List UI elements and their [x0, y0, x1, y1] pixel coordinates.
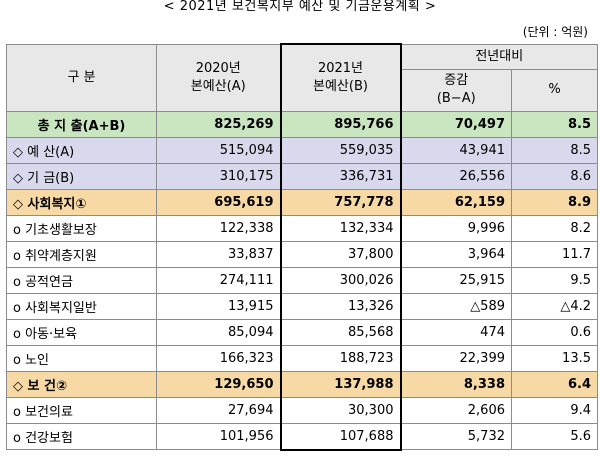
table-row: ◇ 예 산(A) 515,094 559,035 43,941 8.5 — [6, 136, 598, 164]
row-label: o 취약계층지원 — [6, 240, 157, 268]
cell-2021: 13,326 — [279, 292, 402, 320]
cell-2020: 515,094 — [156, 136, 281, 164]
cell-change: 2,606 — [400, 396, 512, 424]
cell-change: 22,399 — [400, 344, 512, 372]
cell-change: 62,159 — [400, 188, 512, 216]
cell-change: 43,941 — [400, 136, 512, 164]
cell-pct: 9.5 — [511, 266, 598, 294]
cell-pct: 9.4 — [511, 396, 598, 424]
row-label: o 공적연금 — [6, 266, 157, 294]
table-row: ◇ 사회복지① 695,619 757,778 62,159 8.9 — [6, 188, 598, 216]
table-row: o 사회복지일반 13,915 13,326 △589 △4.2 — [6, 292, 598, 320]
table-row: o 노인 166,323 188,723 22,399 13.5 — [6, 344, 598, 372]
cell-2021: 85,568 — [279, 318, 402, 346]
cell-pct: 8.5 — [511, 110, 598, 138]
cell-2020: 695,619 — [156, 188, 281, 216]
cell-2020: 33,837 — [156, 240, 281, 268]
header-change: 증감 (B−A) — [400, 68, 512, 112]
header-category: 구 분 — [6, 43, 157, 112]
table-row: o 취약계층지원 33,837 37,800 3,964 11.7 — [6, 240, 598, 268]
cell-pct: 0.6 — [511, 318, 598, 346]
cell-2021: 300,026 — [279, 266, 402, 294]
cell-change: 25,915 — [400, 266, 512, 294]
cell-2020: 13,915 — [156, 292, 281, 320]
cell-2020: 101,956 — [156, 422, 281, 450]
header-pct: % — [511, 68, 598, 112]
table-title: < 2021년 보건복지부 예산 및 기금운용계획 > — [163, 0, 437, 14]
row-label: o 아동·보육 — [6, 318, 157, 346]
header-2021: 2021년 본예산(B) — [279, 43, 402, 112]
cell-pct: 8.6 — [511, 162, 598, 190]
cell-change: 474 — [400, 318, 512, 346]
cell-2020: 310,175 — [156, 162, 281, 190]
table-row: o 건강보험 101,956 107,688 5,732 5.6 — [6, 422, 598, 451]
cell-2020: 274,111 — [156, 266, 281, 294]
cell-2021: 132,334 — [279, 214, 402, 242]
cell-2021: 107,688 — [279, 422, 402, 451]
cell-2020: 27,694 — [156, 396, 281, 424]
row-label: ◇ 보 건② — [6, 370, 157, 398]
cell-change: 8,338 — [400, 370, 512, 398]
row-label: o 노인 — [6, 344, 157, 372]
table-row: 총 지 출(A+B) 825,269 895,766 70,497 8.5 — [6, 110, 598, 138]
cell-change: 26,556 — [400, 162, 512, 190]
cell-pct: 13.5 — [511, 344, 598, 372]
table-row: ◇ 기 금(B) 310,175 336,731 26,556 8.6 — [6, 162, 598, 190]
header-yoy: 전년대비 — [400, 43, 598, 70]
cell-pct: 11.7 — [511, 240, 598, 268]
row-label: o 기초생활보장 — [6, 214, 157, 242]
cell-pct: 8.5 — [511, 136, 598, 164]
table-body: 총 지 출(A+B) 825,269 895,766 70,497 8.5 ◇ 예 산(A… — [6, 110, 598, 451]
cell-pct: 8.2 — [511, 214, 598, 242]
cell-2020: 129,650 — [156, 370, 281, 398]
budget-table: 구 분 2020년 본예산(A) 2021년 본예산(B) 전년대비 증감 (B… — [6, 43, 598, 451]
cell-2020: 166,323 — [156, 344, 281, 372]
cell-change: 3,964 — [400, 240, 512, 268]
row-label: ◇ 기 금(B) — [6, 162, 157, 190]
cell-2021: 137,988 — [279, 370, 402, 398]
row-label: 총 지 출(A+B) — [6, 110, 157, 138]
cell-2021: 188,723 — [279, 344, 402, 372]
cell-pct: △4.2 — [511, 292, 598, 320]
cell-2020: 122,338 — [156, 214, 281, 242]
table-row: o 보건의료 27,694 30,300 2,606 9.4 — [6, 396, 598, 424]
unit-label: (단위 : 억원) — [522, 25, 588, 39]
cell-2021: 757,778 — [279, 188, 402, 216]
cell-2021: 895,766 — [279, 110, 402, 138]
cell-pct: 8.9 — [511, 188, 598, 216]
row-label: ◇ 예 산(A) — [6, 136, 157, 164]
row-label: ◇ 사회복지① — [6, 188, 157, 216]
cell-2021: 37,800 — [279, 240, 402, 268]
cell-pct: 6.4 — [511, 370, 598, 398]
row-label: o 건강보험 — [6, 422, 157, 450]
header-2020: 2020년 본예산(A) — [156, 43, 281, 112]
row-label: o 보건의료 — [6, 396, 157, 424]
table-row: o 기초생활보장 122,338 132,334 9,996 8.2 — [6, 214, 598, 242]
cell-2021: 30,300 — [279, 396, 402, 424]
cell-2020: 825,269 — [156, 110, 281, 138]
table-row: ◇ 보 건② 129,650 137,988 8,338 6.4 — [6, 370, 598, 398]
row-label: o 사회복지일반 — [6, 292, 157, 320]
cell-change: 9,996 — [400, 214, 512, 242]
table-row: o 공적연금 274,111 300,026 25,915 9.5 — [6, 266, 598, 294]
cell-change: 70,497 — [400, 110, 512, 138]
cell-2021: 336,731 — [279, 162, 402, 190]
cell-pct: 5.6 — [511, 422, 598, 450]
cell-2020: 85,094 — [156, 318, 281, 346]
cell-change: △589 — [400, 292, 512, 320]
cell-2021: 559,035 — [279, 136, 402, 164]
table-row: o 아동·보육 85,094 85,568 474 0.6 — [6, 318, 598, 346]
cell-change: 5,732 — [400, 422, 512, 450]
